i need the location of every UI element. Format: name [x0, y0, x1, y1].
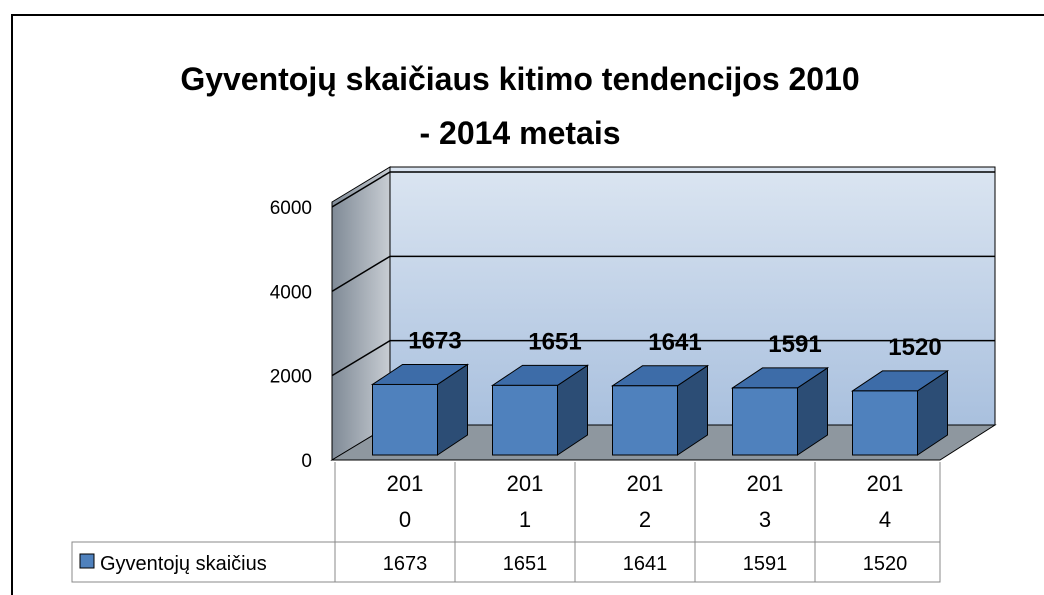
data-label: 1591 [768, 331, 821, 358]
x-tick-label: 2012 [626, 471, 664, 532]
frame [11, 14, 1044, 595]
data-label: 1673 [408, 327, 461, 354]
x-tick-label: 2013 [746, 471, 784, 532]
table-value: 1651 [503, 553, 548, 575]
legend-key [79, 553, 95, 569]
data-label: 1520 [888, 334, 941, 361]
table-value: 1641 [623, 553, 668, 575]
y-tick-label: 6000 [270, 198, 312, 219]
table-value: 1673 [383, 553, 428, 575]
grid-line [331, 339, 995, 377]
bar [612, 385, 678, 456]
y-tick-label: 0 [301, 451, 312, 472]
x-tick-label: 2010 [386, 471, 424, 532]
grid-line [331, 171, 995, 208]
data-label: 1651 [528, 328, 581, 355]
x-tick-label: 2014 [866, 471, 904, 532]
bar [852, 390, 918, 456]
table-value: 1520 [863, 553, 908, 575]
y-tick-label: 4000 [270, 282, 312, 303]
x-tick-label: 2011 [506, 471, 544, 532]
bar [372, 383, 438, 456]
legend-label: Gyventojų skaičius [100, 553, 267, 575]
y-tick-label: 2000 [270, 367, 312, 388]
grid-line [331, 255, 995, 292]
bar [492, 384, 558, 456]
data-label: 1641 [648, 329, 701, 356]
bar [732, 387, 798, 456]
table-value: 1591 [743, 553, 788, 575]
chart-title: Gyventojų skaičiaus kitimo tendencijos 2… [180, 61, 860, 151]
